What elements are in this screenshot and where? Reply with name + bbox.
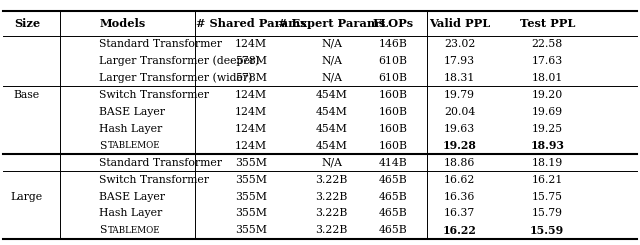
Text: Larger Transformer (deeper): Larger Transformer (deeper) <box>99 56 260 66</box>
Text: 124M: 124M <box>235 124 267 134</box>
Text: Models: Models <box>99 18 145 29</box>
Text: 19.79: 19.79 <box>444 90 475 100</box>
Text: 15.75: 15.75 <box>532 192 563 201</box>
Text: 17.93: 17.93 <box>444 56 475 66</box>
Text: Switch Transformer: Switch Transformer <box>99 90 209 100</box>
Text: 18.93: 18.93 <box>530 140 564 151</box>
Text: 124M: 124M <box>235 141 267 151</box>
Text: 16.22: 16.22 <box>443 225 476 236</box>
Text: N/A: N/A <box>321 39 342 49</box>
Text: 23.02: 23.02 <box>444 39 476 49</box>
Text: 17.63: 17.63 <box>532 56 563 66</box>
Text: 18.01: 18.01 <box>531 73 563 83</box>
Text: 18.19: 18.19 <box>532 158 563 168</box>
Text: FLOPs: FLOPs <box>372 18 413 29</box>
Text: Larger Transformer (wider): Larger Transformer (wider) <box>99 73 253 83</box>
Text: 3.22B: 3.22B <box>316 208 348 219</box>
Text: 16.36: 16.36 <box>444 192 476 201</box>
Text: 160B: 160B <box>378 124 408 134</box>
Text: N/A: N/A <box>321 73 342 83</box>
Text: 16.62: 16.62 <box>444 175 476 184</box>
Text: 124M: 124M <box>235 107 267 117</box>
Text: 19.20: 19.20 <box>532 90 563 100</box>
Text: # Shared Params: # Shared Params <box>196 18 306 29</box>
Text: 22.58: 22.58 <box>532 39 563 49</box>
Text: Test PPL: Test PPL <box>520 18 575 29</box>
Text: 465B: 465B <box>379 225 407 235</box>
Text: 355M: 355M <box>235 175 267 184</box>
Text: Switch Transformer: Switch Transformer <box>99 175 209 184</box>
Text: 3.22B: 3.22B <box>316 225 348 235</box>
Text: 3.22B: 3.22B <box>316 175 348 184</box>
Text: 160B: 160B <box>378 141 408 151</box>
Text: N/A: N/A <box>321 158 342 168</box>
Text: TABLEMOE: TABLEMOE <box>108 226 160 235</box>
Text: 19.63: 19.63 <box>444 124 475 134</box>
Text: 18.31: 18.31 <box>444 73 476 83</box>
Text: 454M: 454M <box>316 141 348 151</box>
Text: 465B: 465B <box>379 175 407 184</box>
Text: TABLEMOE: TABLEMOE <box>108 141 160 150</box>
Text: 124M: 124M <box>235 90 267 100</box>
Text: Base: Base <box>14 90 40 100</box>
Text: Large: Large <box>11 192 43 201</box>
Text: 160B: 160B <box>378 107 408 117</box>
Text: 610B: 610B <box>378 56 408 66</box>
Text: 454M: 454M <box>316 107 348 117</box>
Text: 610B: 610B <box>378 73 408 83</box>
Text: 578M: 578M <box>235 73 267 83</box>
Text: 578M: 578M <box>235 56 267 66</box>
Text: 355M: 355M <box>235 225 267 235</box>
Text: 414B: 414B <box>379 158 407 168</box>
Text: # Expert Params: # Expert Params <box>278 18 385 29</box>
Text: BASE Layer: BASE Layer <box>99 107 165 117</box>
Text: 465B: 465B <box>379 192 407 201</box>
Text: S: S <box>99 141 107 151</box>
Text: 19.25: 19.25 <box>532 124 563 134</box>
Text: 20.04: 20.04 <box>444 107 475 117</box>
Text: 18.86: 18.86 <box>444 158 476 168</box>
Text: 355M: 355M <box>235 158 267 168</box>
Text: 16.21: 16.21 <box>531 175 563 184</box>
Text: 3.22B: 3.22B <box>316 192 348 201</box>
Text: 19.28: 19.28 <box>443 140 476 151</box>
Text: 454M: 454M <box>316 124 348 134</box>
Text: 355M: 355M <box>235 192 267 201</box>
Text: Size: Size <box>14 18 40 29</box>
Text: 355M: 355M <box>235 208 267 219</box>
Text: 19.69: 19.69 <box>532 107 563 117</box>
Text: S: S <box>99 225 107 235</box>
Text: Hash Layer: Hash Layer <box>99 124 163 134</box>
Text: Valid PPL: Valid PPL <box>429 18 490 29</box>
Text: 15.79: 15.79 <box>532 208 563 219</box>
Text: Standard Transformer: Standard Transformer <box>99 39 222 49</box>
Text: 124M: 124M <box>235 39 267 49</box>
Text: 16.37: 16.37 <box>444 208 475 219</box>
Text: N/A: N/A <box>321 56 342 66</box>
Text: 454M: 454M <box>316 90 348 100</box>
Text: BASE Layer: BASE Layer <box>99 192 165 201</box>
Text: 160B: 160B <box>378 90 408 100</box>
Text: 465B: 465B <box>379 208 407 219</box>
Text: 15.59: 15.59 <box>530 225 564 236</box>
Text: 146B: 146B <box>379 39 407 49</box>
Text: Hash Layer: Hash Layer <box>99 208 163 219</box>
Text: Standard Transformer: Standard Transformer <box>99 158 222 168</box>
